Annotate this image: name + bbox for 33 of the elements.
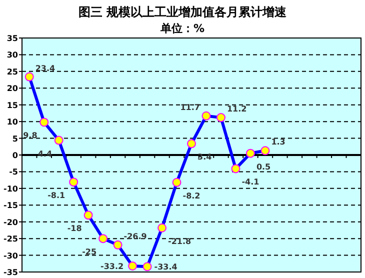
data-label: 1.3 bbox=[271, 138, 286, 147]
y-tick-label: -25 bbox=[4, 234, 18, 244]
data-label: 11.7 bbox=[180, 102, 200, 112]
data-label: 23.4 bbox=[35, 64, 56, 73]
y-tick-label: 10 bbox=[6, 118, 18, 127]
y-tick-label: 0 bbox=[12, 151, 18, 160]
data-label: -33.4 bbox=[154, 262, 178, 272]
y-tick-label: 5 bbox=[12, 134, 18, 144]
data-label: -4.1 bbox=[242, 178, 260, 187]
y-tick-label: 15 bbox=[6, 100, 18, 110]
data-label: -8.1 bbox=[48, 191, 66, 200]
data-label: -21.8 bbox=[168, 236, 192, 246]
data-label: -18 bbox=[67, 224, 82, 234]
y-tick-label: -35 bbox=[4, 268, 18, 277]
chart-title: 图三 规模以上工业增加值各月累计增速 bbox=[78, 5, 288, 19]
y-tick-label: 25 bbox=[6, 67, 18, 76]
y-tick-label: -20 bbox=[4, 218, 18, 227]
y-tick-label: -10 bbox=[4, 184, 18, 194]
y-tick-label: -5 bbox=[9, 168, 18, 177]
y-tick-label: 20 bbox=[6, 84, 18, 94]
y-tick-label: -30 bbox=[4, 251, 18, 260]
data-label: 4.4 bbox=[38, 149, 52, 158]
data-label: -25 bbox=[82, 248, 97, 257]
data-label: -26.9 bbox=[124, 232, 148, 241]
y-tick-label: 35 bbox=[6, 34, 18, 43]
data-label: -8.2 bbox=[182, 191, 200, 200]
data-label: 9.8 bbox=[23, 131, 38, 140]
data-label: 0.5 bbox=[256, 162, 272, 172]
chart-subtitle: 单位：% bbox=[159, 22, 205, 35]
y-tick-label: 30 bbox=[6, 50, 18, 60]
y-tick-label: -15 bbox=[4, 201, 18, 210]
data-label: -33.2 bbox=[100, 262, 124, 271]
data-label: 11.2 bbox=[226, 104, 247, 114]
